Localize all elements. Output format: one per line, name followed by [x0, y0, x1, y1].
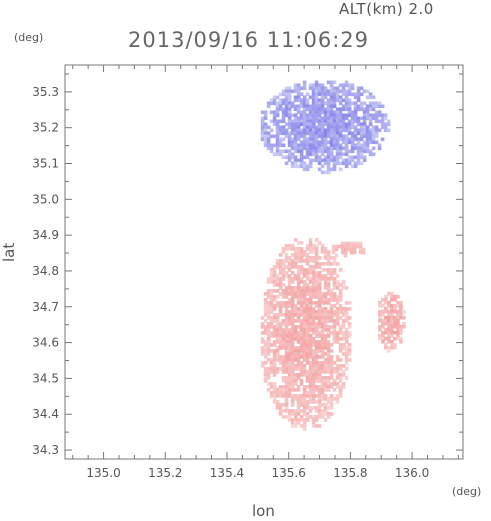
- y-tick-label: 35.2: [32, 121, 59, 135]
- y-tick-label: 35.3: [32, 85, 59, 99]
- y-tick-label: 35.0: [32, 192, 59, 206]
- x-tick-label: 135.2: [148, 466, 182, 480]
- echo-region-east-red-echo: [378, 291, 406, 353]
- x-tick-label: 135.4: [210, 466, 244, 480]
- y-tick-label: 35.1: [32, 157, 59, 171]
- y-tick-label: 34.9: [32, 228, 59, 242]
- x-tick-label: 135.0: [86, 466, 120, 480]
- chart-datetime-title: 2013/09/16 11:06:29: [128, 28, 370, 52]
- plot-frame: [64, 64, 464, 460]
- y-tick-label: 34.6: [32, 336, 59, 350]
- ticks-layer: 135.0 135.2 135.4 135.6 135.8 136.0 34.3 34.4 34…: [32, 65, 463, 480]
- x-tick-label: 135.6: [272, 466, 306, 480]
- x-tick-label: 136.0: [395, 466, 429, 480]
- y-tick-label: 34.4: [32, 407, 59, 421]
- altitude-label: ALT(km) 2.0: [339, 0, 434, 18]
- y-axis-unit: (deg): [14, 31, 44, 44]
- x-axis-label: lon: [252, 502, 275, 520]
- echo-region-north-blue-echo: [260, 80, 391, 175]
- x-tick-label: 135.8: [333, 466, 367, 480]
- echo-layer: [260, 80, 406, 431]
- echo-region-small-red-echo: [331, 241, 366, 258]
- x-axis-unit: (deg): [452, 485, 482, 498]
- y-tick-label: 34.3: [32, 443, 59, 457]
- y-tick-label: 34.5: [32, 371, 59, 385]
- echo-region-central-red-echo: [260, 238, 352, 431]
- y-tick-label: 34.7: [32, 300, 59, 314]
- y-tick-label: 34.8: [32, 264, 59, 278]
